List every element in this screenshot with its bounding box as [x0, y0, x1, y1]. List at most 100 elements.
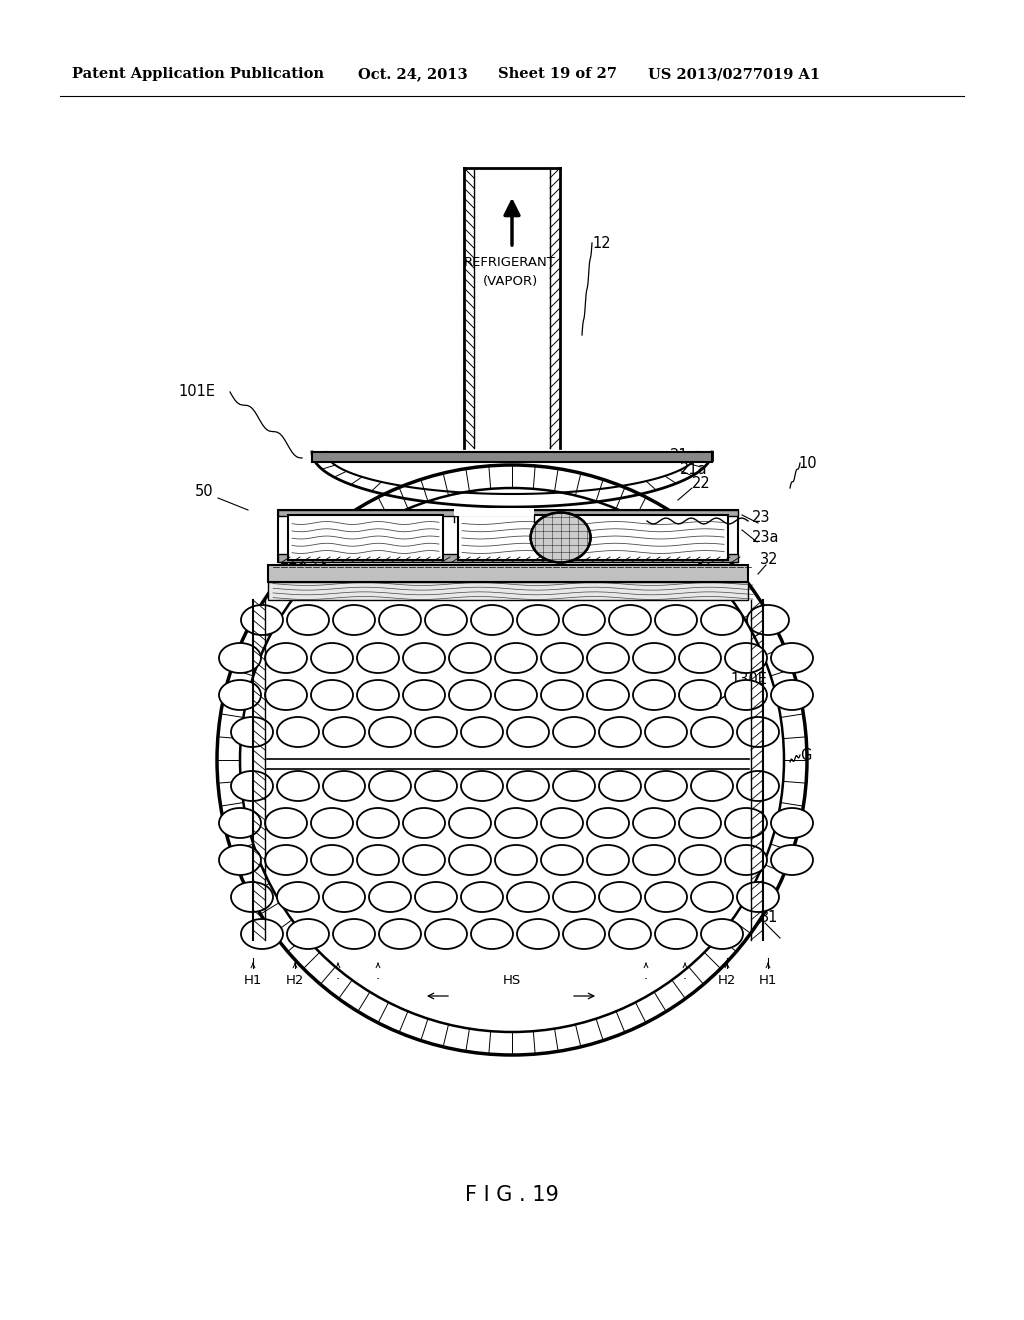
Ellipse shape: [587, 643, 629, 673]
Ellipse shape: [701, 919, 743, 949]
Text: H2: H2: [718, 974, 736, 986]
Ellipse shape: [265, 643, 307, 673]
Ellipse shape: [415, 771, 457, 801]
Ellipse shape: [449, 643, 490, 673]
Ellipse shape: [311, 845, 353, 875]
Ellipse shape: [563, 919, 605, 949]
Ellipse shape: [471, 605, 513, 635]
Ellipse shape: [599, 771, 641, 801]
Ellipse shape: [737, 717, 779, 747]
Bar: [312, 451, 712, 462]
Ellipse shape: [415, 882, 457, 912]
Ellipse shape: [691, 771, 733, 801]
Ellipse shape: [323, 717, 365, 747]
Ellipse shape: [691, 717, 733, 747]
Ellipse shape: [278, 882, 319, 912]
Text: G: G: [800, 747, 811, 763]
Bar: [288, 515, 443, 560]
Ellipse shape: [265, 808, 307, 838]
Ellipse shape: [379, 919, 421, 949]
Ellipse shape: [507, 882, 549, 912]
Ellipse shape: [725, 643, 767, 673]
Ellipse shape: [369, 771, 411, 801]
Text: H1: H1: [759, 974, 777, 986]
Ellipse shape: [691, 882, 733, 912]
Bar: [268, 565, 748, 582]
Text: 22a: 22a: [280, 553, 308, 568]
Ellipse shape: [725, 680, 767, 710]
Ellipse shape: [241, 919, 283, 949]
Text: 21: 21: [670, 449, 688, 463]
Ellipse shape: [553, 882, 595, 912]
Text: Patent Application Publication: Patent Application Publication: [72, 67, 324, 81]
Ellipse shape: [403, 845, 445, 875]
Ellipse shape: [541, 680, 583, 710]
Ellipse shape: [609, 919, 651, 949]
Ellipse shape: [333, 919, 375, 949]
Text: 10: 10: [798, 455, 816, 470]
Ellipse shape: [655, 919, 697, 949]
Ellipse shape: [323, 882, 365, 912]
Ellipse shape: [541, 845, 583, 875]
Ellipse shape: [517, 605, 559, 635]
Ellipse shape: [461, 717, 503, 747]
Ellipse shape: [403, 808, 445, 838]
Ellipse shape: [471, 919, 513, 949]
Text: F I G . 19: F I G . 19: [465, 1185, 559, 1205]
Ellipse shape: [541, 808, 583, 838]
Ellipse shape: [219, 643, 261, 673]
Text: H1: H1: [244, 974, 262, 986]
Bar: [278, 510, 738, 562]
Ellipse shape: [587, 680, 629, 710]
Text: H2: H2: [286, 974, 304, 986]
Text: 22: 22: [692, 477, 711, 491]
Ellipse shape: [357, 845, 399, 875]
Bar: [268, 582, 748, 601]
Ellipse shape: [287, 605, 329, 635]
Ellipse shape: [311, 680, 353, 710]
Text: 21a: 21a: [680, 462, 708, 478]
Ellipse shape: [609, 605, 651, 635]
Ellipse shape: [265, 680, 307, 710]
Ellipse shape: [507, 771, 549, 801]
Ellipse shape: [746, 605, 790, 635]
Text: 31: 31: [760, 911, 778, 925]
Ellipse shape: [633, 808, 675, 838]
Ellipse shape: [311, 808, 353, 838]
Ellipse shape: [530, 512, 591, 562]
Ellipse shape: [587, 808, 629, 838]
Ellipse shape: [219, 808, 261, 838]
Ellipse shape: [379, 605, 421, 635]
Ellipse shape: [403, 680, 445, 710]
Ellipse shape: [219, 845, 261, 875]
Ellipse shape: [403, 643, 445, 673]
Ellipse shape: [449, 680, 490, 710]
Text: ·: ·: [644, 974, 648, 986]
Ellipse shape: [461, 882, 503, 912]
Text: Sheet 19 of 27: Sheet 19 of 27: [498, 67, 617, 81]
Ellipse shape: [449, 808, 490, 838]
Ellipse shape: [357, 680, 399, 710]
Text: 12: 12: [592, 235, 610, 251]
Ellipse shape: [449, 845, 490, 875]
Ellipse shape: [645, 882, 687, 912]
Ellipse shape: [725, 808, 767, 838]
Ellipse shape: [553, 771, 595, 801]
Ellipse shape: [507, 717, 549, 747]
Text: 130E: 130E: [730, 672, 767, 688]
Ellipse shape: [633, 680, 675, 710]
Ellipse shape: [231, 717, 273, 747]
Ellipse shape: [323, 771, 365, 801]
Text: REFRIGERANT: REFRIGERANT: [464, 256, 556, 269]
Text: 23: 23: [752, 510, 770, 524]
Ellipse shape: [655, 605, 697, 635]
Ellipse shape: [241, 605, 283, 635]
Ellipse shape: [425, 605, 467, 635]
Ellipse shape: [599, 882, 641, 912]
Ellipse shape: [311, 643, 353, 673]
Ellipse shape: [645, 717, 687, 747]
Ellipse shape: [563, 605, 605, 635]
Ellipse shape: [587, 845, 629, 875]
Ellipse shape: [553, 717, 595, 747]
Ellipse shape: [737, 882, 779, 912]
